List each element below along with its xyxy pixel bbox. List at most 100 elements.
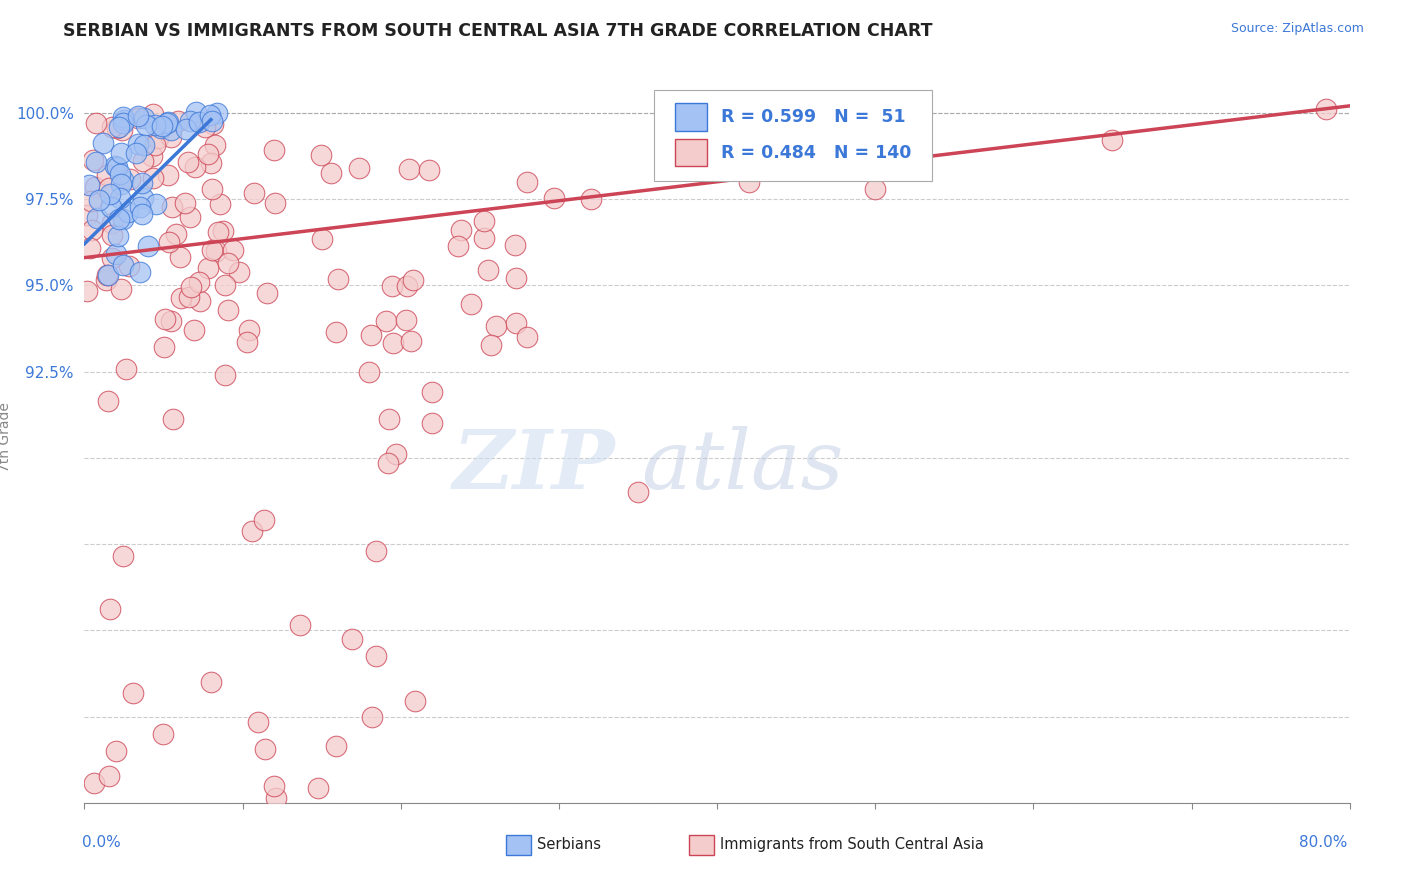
Text: atlas: atlas: [641, 426, 844, 507]
Point: [202, 117, 225, 131]
Point: [217, 302, 239, 317]
Point: [101, 228, 124, 243]
Point: [197, 261, 219, 276]
Point: [238, 323, 260, 337]
Point: [117, 205, 139, 219]
Point: [100, 200, 122, 214]
Point: [627, 485, 650, 500]
Point: [132, 112, 155, 126]
Point: [125, 146, 148, 161]
Y-axis label: 7th Grade: 7th Grade: [0, 402, 11, 472]
Point: [381, 279, 404, 293]
Point: [112, 211, 135, 226]
Point: [228, 265, 250, 279]
Point: [79, 241, 101, 255]
Point: [111, 122, 134, 136]
Point: [80, 223, 103, 237]
Point: [187, 275, 209, 289]
Point: [179, 114, 201, 128]
Point: [179, 290, 201, 304]
Point: [76, 209, 98, 223]
Point: [135, 118, 157, 132]
Point: [361, 710, 384, 724]
Point: [198, 108, 221, 122]
Point: [188, 293, 211, 308]
Text: R = 0.484   N = 140: R = 0.484 N = 140: [721, 144, 911, 161]
Point: [214, 277, 236, 292]
Point: [420, 385, 443, 400]
Point: [131, 176, 153, 190]
Point: [401, 334, 423, 348]
Point: [194, 120, 217, 134]
Point: [364, 649, 387, 664]
Point: [157, 168, 180, 182]
Point: [200, 675, 222, 690]
Point: [101, 252, 124, 266]
Point: [160, 200, 183, 214]
Text: Immigrants from South Central Asia: Immigrants from South Central Asia: [720, 838, 984, 852]
Point: [148, 131, 170, 145]
Point: [129, 265, 152, 279]
Point: [505, 270, 527, 285]
Point: [359, 365, 381, 379]
Point: [246, 715, 269, 730]
Point: [131, 191, 153, 205]
Point: [472, 231, 495, 245]
Point: [100, 120, 122, 135]
FancyBboxPatch shape: [675, 138, 707, 167]
Point: [87, 193, 110, 207]
Point: [84, 116, 107, 130]
Point: [516, 330, 538, 344]
Point: [177, 154, 200, 169]
Point: [243, 186, 266, 201]
Point: [186, 105, 208, 120]
Text: Source: ZipAtlas.com: Source: ZipAtlas.com: [1230, 22, 1364, 36]
Point: [183, 323, 205, 337]
Point: [127, 136, 149, 151]
Point: [142, 171, 165, 186]
Point: [112, 110, 135, 124]
FancyBboxPatch shape: [675, 103, 707, 130]
Point: [485, 319, 508, 334]
Point: [162, 412, 184, 426]
Point: [91, 136, 114, 151]
Point: [129, 200, 152, 214]
Point: [205, 106, 228, 120]
Point: [82, 153, 104, 167]
Point: [105, 160, 128, 174]
Point: [131, 154, 153, 169]
Point: [156, 114, 179, 128]
Point: [395, 279, 418, 293]
Point: [207, 226, 229, 240]
Point: [360, 328, 382, 343]
Point: [307, 781, 329, 796]
Point: [264, 791, 287, 805]
Point: [543, 191, 565, 205]
Point: [104, 246, 127, 260]
Point: [170, 291, 193, 305]
Point: [180, 279, 202, 293]
Point: [152, 727, 174, 741]
Point: [472, 214, 495, 228]
Point: [121, 686, 143, 700]
Point: [98, 602, 121, 616]
Point: [94, 272, 117, 286]
Point: [395, 313, 418, 327]
Point: [112, 258, 135, 272]
Point: [160, 314, 183, 328]
Point: [738, 175, 761, 189]
Point: [201, 113, 224, 128]
Point: [157, 235, 180, 250]
Point: [187, 115, 209, 129]
Text: 80.0%: 80.0%: [1299, 836, 1347, 850]
Point: [105, 744, 127, 758]
Point: [204, 137, 226, 152]
Point: [256, 285, 278, 300]
Point: [165, 227, 187, 241]
Point: [347, 161, 370, 175]
Point: [264, 195, 287, 210]
Text: 0.0%: 0.0%: [82, 836, 121, 850]
Point: [378, 412, 401, 426]
Point: [214, 368, 236, 382]
Point: [112, 549, 135, 563]
